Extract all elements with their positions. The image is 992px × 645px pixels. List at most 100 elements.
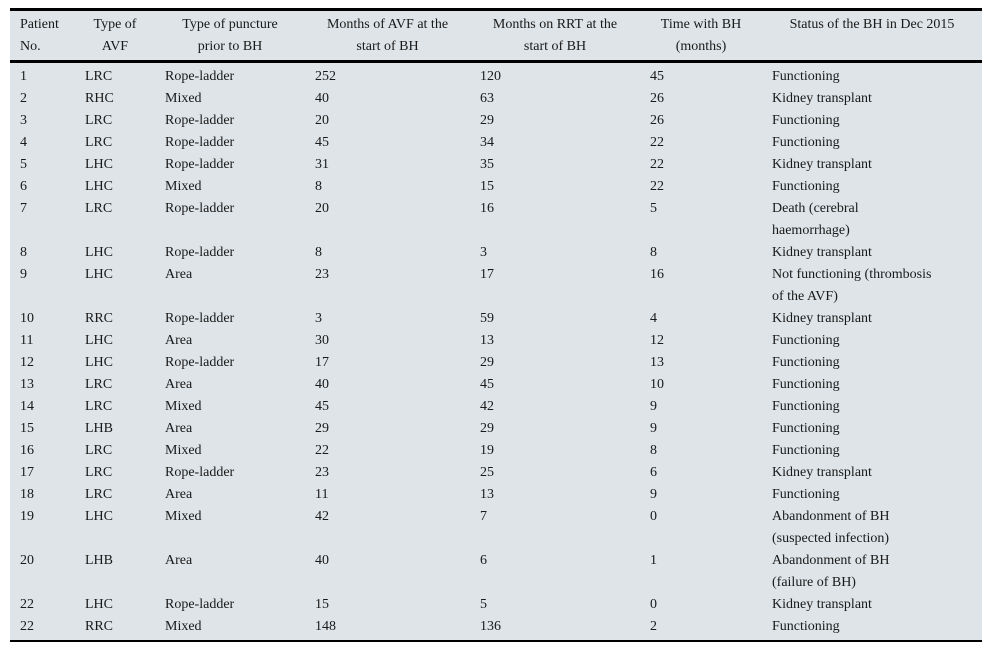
cell-months_avf: 23	[315, 267, 329, 282]
cell-months_avf: 45	[315, 135, 329, 150]
cell-months_rrt: 6	[480, 553, 487, 568]
cell-months_rrt: 29	[480, 355, 494, 370]
table-row: 16 LRC Mixed 22 19 8 Functioning	[10, 440, 982, 462]
cell-status: Kidney transplant	[772, 245, 872, 260]
table-row: 8 LHC Rope-ladder 8 3 8 Kidney transplant	[10, 242, 982, 264]
cell-months_avf: 42	[315, 509, 329, 524]
cell-patient_no: 18	[20, 487, 34, 502]
cell-avf_type: RRC	[85, 311, 114, 326]
cell-time_bh: 22	[650, 135, 664, 150]
cell-puncture_type: Mixed	[165, 443, 202, 458]
cell-puncture_type: Rope-ladder	[165, 201, 235, 216]
table-row: 12 LHC Rope-ladder 17 29 13 Functioning	[10, 352, 982, 374]
table-row: 14 LRC Mixed 45 42 9 Functioning	[10, 396, 982, 418]
column-header-months_rrt: Months on RRT at the start of BH	[470, 11, 640, 63]
cell-patient_no: 3	[20, 113, 27, 128]
cell-avf_type: LRC	[85, 113, 113, 128]
cell-months_avf: 30	[315, 333, 329, 348]
cell-status: Kidney transplant	[772, 597, 872, 612]
cell-patient_no: 14	[20, 399, 34, 414]
cell-patient_no: 4	[20, 135, 27, 150]
cell-months_avf: 20	[315, 113, 329, 128]
column-header-time_bh: Time with BH (months)	[640, 11, 762, 63]
table-row: 4 LRC Rope-ladder 45 34 22 Functioning	[10, 132, 982, 154]
cell-time_bh: 8	[650, 443, 657, 458]
cell-status: Functioning	[772, 421, 840, 436]
cell-puncture_type: Rope-ladder	[165, 69, 235, 84]
table-row: 15 LHB Area 29 29 9 Functioning	[10, 418, 982, 440]
cell-months_rrt: 59	[480, 311, 494, 326]
cell-patient_no: 22	[20, 597, 34, 612]
cell-puncture_type: Rope-ladder	[165, 113, 235, 128]
cell-avf_type: LRC	[85, 465, 113, 480]
cell-time_bh: 26	[650, 91, 664, 106]
cell-months_rrt: 42	[480, 399, 494, 414]
cell-time_bh: 6	[650, 465, 657, 480]
cell-status: Kidney transplant	[772, 157, 872, 172]
cell-time_bh: 4	[650, 311, 657, 326]
cell-patient_no: 12	[20, 355, 34, 370]
cell-time_bh: 2	[650, 619, 657, 634]
cell-months_avf: 40	[315, 553, 329, 568]
cell-status: Kidney transplant	[772, 91, 872, 106]
cell-patient_no: 16	[20, 443, 34, 458]
cell-months_avf: 17	[315, 355, 329, 370]
cell-months_rrt: 63	[480, 91, 494, 106]
table-row: 20 LHB Area 40 6 1 Abandonment of BH (failure …	[10, 550, 982, 594]
cell-puncture_type: Mixed	[165, 399, 202, 414]
cell-puncture_type: Area	[165, 377, 193, 392]
cell-puncture_type: Area	[165, 421, 193, 436]
cell-months_rrt: 34	[480, 135, 494, 150]
cell-time_bh: 26	[650, 113, 664, 128]
cell-months_avf: 31	[315, 157, 329, 172]
cell-months_rrt: 13	[480, 487, 494, 502]
cell-time_bh: 10	[650, 377, 664, 392]
cell-status: Abandonment of BH (failure of BH)	[772, 553, 890, 590]
cell-avf_type: RRC	[85, 619, 114, 634]
table-row: 1 LRC Rope-ladder 252 120 45 Functioning	[10, 62, 982, 89]
cell-status: Not functioning (thrombosis of the AVF)	[772, 267, 932, 304]
cell-patient_no: 10	[20, 311, 34, 326]
cell-months_avf: 29	[315, 421, 329, 436]
cell-avf_type: LHC	[85, 179, 113, 194]
table-row: 9 LHC Area 23 17 16 Not functioning (thrombosi…	[10, 264, 982, 308]
cell-status: Functioning	[772, 69, 840, 84]
cell-puncture_type: Mixed	[165, 91, 202, 106]
cell-status: Functioning	[772, 487, 840, 502]
header-row: Patient No. Type of AVF Type of puncture prio…	[10, 11, 982, 63]
table-row: 13 LRC Area 40 45 10 Functioning	[10, 374, 982, 396]
cell-months_rrt: 136	[480, 619, 501, 634]
cell-patient_no: 22	[20, 619, 34, 634]
table-row: 18 LRC Area 11 13 9 Functioning	[10, 484, 982, 506]
column-header-avf_type: Type of AVF	[75, 11, 155, 63]
cell-months_avf: 252	[315, 69, 336, 84]
cell-avf_type: LRC	[85, 487, 113, 502]
column-header-line: prior to BH	[197, 39, 263, 54]
cell-months_rrt: 5	[480, 597, 487, 612]
cell-time_bh: 12	[650, 333, 664, 348]
cell-status: Kidney transplant	[772, 465, 872, 480]
cell-months_rrt: 120	[480, 69, 501, 84]
table-row: 6 LHC Mixed 8 15 22 Functioning	[10, 176, 982, 198]
patient-table: Patient No. Type of AVF Type of puncture prio…	[10, 11, 982, 640]
cell-status: Functioning	[772, 443, 840, 458]
cell-status: Death (cerebral haemorrhage)	[772, 201, 859, 238]
cell-months_rrt: 3	[480, 245, 487, 260]
cell-time_bh: 9	[650, 487, 657, 502]
cell-status: Kidney transplant	[772, 311, 872, 326]
table-row: 10 RRC Rope-ladder 3 59 4 Kidney transplant	[10, 308, 982, 330]
table-row: 2 RHC Mixed 40 63 26 Kidney transplant	[10, 88, 982, 110]
column-header-line: Months of AVF at the	[326, 17, 449, 32]
cell-avf_type: LHC	[85, 157, 113, 172]
cell-status: Functioning	[772, 179, 840, 194]
cell-months_avf: 20	[315, 201, 329, 216]
cell-avf_type: LHC	[85, 333, 113, 348]
cell-months_avf: 11	[315, 487, 329, 502]
cell-avf_type: LRC	[85, 201, 113, 216]
cell-puncture_type: Area	[165, 333, 193, 348]
cell-months_rrt: 35	[480, 157, 494, 172]
cell-months_rrt: 16	[480, 201, 494, 216]
table-row: 11 LHC Area 30 13 12 Functioning	[10, 330, 982, 352]
cell-months_avf: 3	[315, 311, 322, 326]
cell-avf_type: LRC	[85, 399, 113, 414]
